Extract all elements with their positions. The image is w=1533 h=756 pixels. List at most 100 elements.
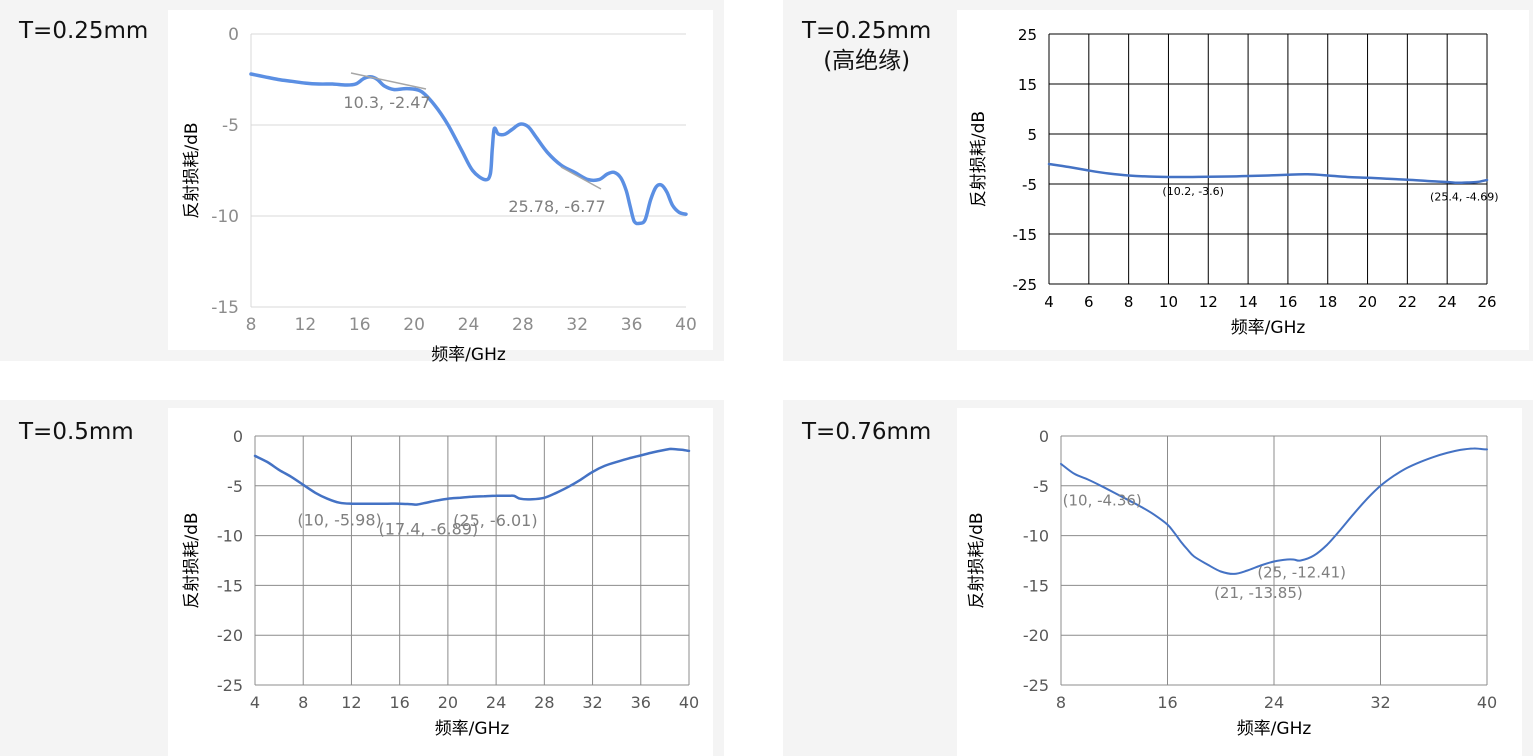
panel-subtitle: (高绝缘) — [823, 48, 911, 74]
x-tick-label: 24 — [486, 693, 506, 712]
grid — [250, 33, 686, 308]
y-tick-label: -25 — [217, 676, 243, 695]
x-tick-label: 28 — [512, 315, 534, 335]
annotation-leader — [350, 72, 427, 90]
chart-panel-1: T=0.25mm 8 12 16 20 24 28 32 36 40 0 -5 -10 -15 频率/GH… — [0, 0, 724, 365]
x-tick-label: 40 — [675, 315, 697, 335]
annotation-leader — [560, 166, 602, 190]
y-tick-label: 15 — [1018, 76, 1037, 94]
x-tick-label: 40 — [1477, 693, 1497, 712]
chart-panel-3: T=0.5mm 4 8 12 16 20 24 28 32 36 40 0 -5 -10 -15 -20 -2… — [0, 400, 724, 756]
y-tick-label: 0 — [1039, 427, 1049, 446]
x-tick-label: 16 — [349, 315, 371, 335]
x-tick-label: 16 — [389, 693, 409, 712]
y-tick-label: -15 — [1013, 226, 1038, 244]
data-annotation: (21, -13.85) — [1214, 584, 1303, 602]
panel-title: T=0.25mm (高绝缘) — [802, 16, 931, 76]
x-tick-label: 14 — [1239, 293, 1258, 311]
y-tick-label: 0 — [233, 427, 243, 446]
grid — [1060, 435, 1488, 686]
x-tick-label: 36 — [631, 693, 651, 712]
panel-title-line: T=0.25mm — [802, 18, 932, 44]
data-annotation: 10.3, -2.47 — [343, 93, 430, 112]
y-tick-label: -10 — [1023, 527, 1049, 546]
data-annotation: (25, -12.41) — [1257, 564, 1346, 582]
x-tick-label: 20 — [403, 315, 425, 335]
y-tick-label: -15 — [217, 576, 243, 595]
y-tick-label: 25 — [1018, 26, 1037, 44]
y-tick-label: -5 — [222, 116, 239, 136]
y-tick-label: -15 — [211, 298, 239, 318]
x-tick-label: 8 — [298, 693, 308, 712]
x-tick-label: 16 — [1157, 693, 1177, 712]
grid — [1048, 33, 1488, 285]
x-tick-label: 32 — [582, 693, 602, 712]
y-tick-label: -5 — [1033, 477, 1049, 496]
x-tick-label: 26 — [1477, 293, 1496, 311]
y-tick-label: -10 — [211, 207, 239, 227]
x-tick-label: 10 — [1159, 293, 1178, 311]
panel-title: T=0.76mm — [802, 419, 932, 445]
data-annotation: (25, -6.01) — [453, 511, 537, 530]
x-tick-label: 24 — [1264, 693, 1284, 712]
x-tick-label: 6 — [1084, 293, 1094, 311]
x-tick-label: 4 — [250, 693, 260, 712]
x-tick-label: 4 — [1044, 293, 1054, 311]
series-line — [1060, 447, 1488, 575]
x-tick-label: 18 — [1318, 293, 1337, 311]
x-tick-label: 12 — [295, 315, 317, 335]
panel-title: T=0.5mm — [19, 419, 134, 445]
series-line — [1047, 162, 1489, 185]
x-tick-label: 32 — [566, 315, 588, 335]
y-tick-label: -15 — [1023, 576, 1049, 595]
series-line — [253, 447, 691, 506]
x-tick-label: 16 — [1278, 293, 1297, 311]
y-tick-label: -25 — [1023, 676, 1049, 695]
y-axis-label: 反射损耗/dB — [969, 111, 989, 207]
y-tick-label: -10 — [217, 527, 243, 546]
x-tick-label: 12 — [1199, 293, 1218, 311]
data-annotation: (10, -4.36) — [1063, 491, 1142, 509]
chart-3-svg: 8 16 24 32 40 0 -5 -10 -15 -20 -25 频率/GHz 反射损耗/dB (10… — [967, 427, 1497, 739]
panel-title: T=0.25mm — [19, 18, 149, 44]
y-axis-label: 反射损耗/dB — [967, 512, 987, 608]
data-annotation: (25.4, -4.69) — [1430, 190, 1499, 203]
chart-card: 8 12 16 20 24 28 32 36 40 0 -5 -10 -15 频率/GHz 反射损耗/dB 1… — [168, 10, 713, 365]
data-annotation: (10.2, -3.6) — [1162, 185, 1224, 198]
data-annotation: (17.4, -6.89) — [379, 520, 479, 539]
y-tick-label: -20 — [1023, 626, 1049, 645]
x-tick-label: 12 — [341, 693, 361, 712]
x-axis-label: 频率/GHz — [431, 345, 506, 365]
chart-panel-2: T=0.25mm (高绝缘) 4 6 8 10 12 14 16 18 20 22 24 26 25 15… — [783, 0, 1533, 361]
chart-0-svg: 8 12 16 20 24 28 32 36 40 0 -5 -10 -15 频率/GHz 反射损耗/dB 1… — [182, 25, 697, 365]
y-tick-label: -20 — [217, 626, 243, 645]
y-tick-label: 0 — [228, 25, 239, 45]
data-annotation: 25.78, -6.77 — [508, 197, 605, 216]
chart-card: 4 6 8 10 12 14 16 18 20 22 24 26 25 15 5 -5 -15 -25 频率/GHz… — [957, 10, 1529, 350]
x-tick-label: 32 — [1370, 693, 1390, 712]
chart-panel-4: T=0.76mm 8 16 24 32 40 0 -5 -10 -15 -20 -25 频率/GHz 反… — [783, 400, 1533, 756]
chart-card: 4 8 12 16 20 24 28 32 36 40 0 -5 -10 -15 -20 -25 频率/GHz 反… — [168, 408, 713, 756]
series-line — [249, 72, 688, 226]
x-tick-label: 36 — [621, 315, 643, 335]
x-tick-label: 28 — [534, 693, 554, 712]
x-tick-label: 22 — [1398, 293, 1417, 311]
x-axis-label: 频率/GHz — [1231, 318, 1306, 338]
x-tick-label: 8 — [1056, 693, 1066, 712]
grid — [254, 435, 690, 686]
x-tick-label: 20 — [438, 693, 458, 712]
chart-1-svg: 4 6 8 10 12 14 16 18 20 22 24 26 25 15 5 -5 -15 -25 频率/GHz… — [969, 26, 1499, 338]
y-tick-label: -25 — [1013, 276, 1038, 294]
x-tick-label: 24 — [1438, 293, 1457, 311]
y-axis-label: 反射损耗/dB — [182, 512, 202, 608]
y-tick-label: -5 — [1022, 176, 1037, 194]
chart-card: 8 16 24 32 40 0 -5 -10 -15 -20 -25 频率/GHz 反射损耗/dB (10… — [957, 408, 1522, 756]
x-tick-label: 24 — [458, 315, 480, 335]
x-tick-label: 20 — [1358, 293, 1377, 311]
x-tick-label: 8 — [246, 315, 257, 335]
x-axis-label: 频率/GHz — [1237, 719, 1312, 739]
x-tick-label: 40 — [679, 693, 699, 712]
x-tick-label: 8 — [1124, 293, 1134, 311]
data-annotation: (10, -5.98) — [297, 511, 381, 530]
chart-2-svg: 4 8 12 16 20 24 28 32 36 40 0 -5 -10 -15 -20 -25 频率/GHz 反… — [182, 427, 699, 739]
